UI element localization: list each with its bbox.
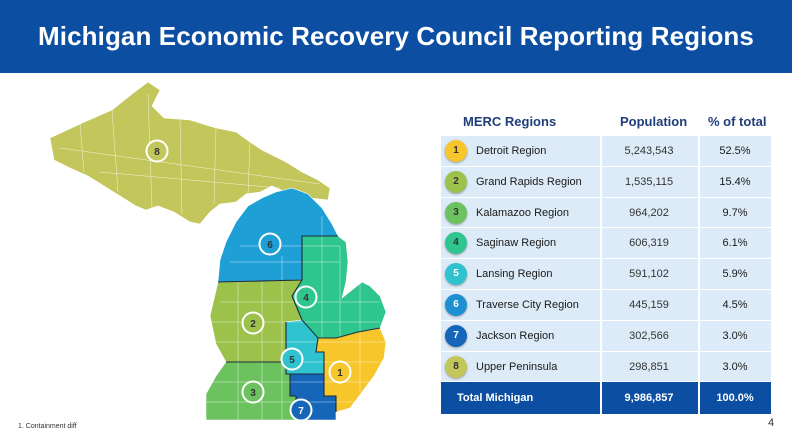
map-marker-6: 6 (258, 232, 282, 256)
map-marker-5: 5 (280, 347, 304, 371)
region-name: Grand Rapids Region (476, 175, 582, 188)
region-population: 1,535,115 (624, 175, 674, 188)
table-row: 3 Kalamazoo Region 964,202 9.7% (441, 197, 771, 229)
footnote: 1. Containment diff (18, 423, 77, 430)
table-row: 2 Grand Rapids Region 1,535,115 15.4% (441, 166, 771, 198)
region-name: Upper Peninsula (476, 360, 558, 373)
region-name: Lansing Region (476, 268, 553, 281)
total-label: Total Michigan (457, 392, 534, 405)
table-row: 1 Detroit Region 5,243,543 52.5% (441, 136, 771, 167)
region-percent: 3.0% (722, 360, 748, 373)
total-population: 9,986,857 (624, 392, 674, 405)
region-number-badge: 4 (445, 232, 467, 255)
map-marker-4-label: 4 (303, 293, 309, 304)
region-percent: 52.5% (719, 145, 751, 157)
region-population: 591,102 (629, 268, 669, 281)
region-population: 606,319 (629, 237, 669, 250)
table-row: 6 Traverse City Region 445,159 4.5% (441, 289, 771, 321)
total-percent: 100.0% (716, 392, 754, 405)
region-name: Traverse City Region (476, 298, 579, 311)
region-population: 298,851 (629, 360, 669, 373)
regions-table: MERC Regions Population % of total 1 Detr… (441, 106, 771, 415)
region-population: 302,566 (629, 329, 669, 342)
map-marker-2: 2 (241, 311, 265, 335)
region-name: Kalamazoo Region (476, 206, 569, 219)
table-row: 8 Upper Peninsula 298,851 3.0% (441, 351, 771, 383)
region-percent: 5.9% (722, 268, 748, 281)
map-marker-1-label: 1 (337, 368, 343, 379)
map-marker-4: 4 (294, 285, 318, 309)
page-title: Michigan Economic Recovery Council Repor… (38, 21, 754, 51)
header-population: Population (620, 114, 688, 129)
map-marker-3: 3 (241, 380, 265, 404)
table-header: MERC Regions Population % of total (441, 106, 771, 136)
region-number-badge: 2 (445, 170, 467, 193)
region-name: Saginaw Region (476, 237, 557, 250)
table-row: 4 Saginaw Region 606,319 6.1% (441, 228, 771, 260)
region-percent: 9.7% (722, 206, 748, 219)
region-number-badge: 6 (445, 293, 467, 316)
map-marker-6-label: 6 (267, 240, 273, 251)
michigan-region-map: 8 6 4 2 5 1 3 7 (49, 81, 387, 422)
region-number-badge: 7 (445, 324, 467, 347)
table-row: 7 Jackson Region 302,566 3.0% (441, 320, 771, 352)
total-row: Total Michigan 9,986,857 100.0% (441, 382, 771, 415)
region-name: Detroit Region (476, 145, 547, 157)
region-population: 964,202 (629, 206, 669, 219)
region-percent: 6.1% (722, 237, 748, 250)
header-regions: MERC Regions (463, 114, 557, 129)
map-marker-3-label: 3 (250, 388, 256, 399)
region-number-badge: 8 (445, 355, 467, 378)
map-marker-7-label: 7 (298, 406, 304, 417)
map-marker-5-label: 5 (289, 355, 295, 366)
map-marker-8: 8 (145, 139, 169, 163)
region-name: Jackson Region (476, 329, 555, 342)
page-number: 4 (768, 417, 775, 429)
region-population: 5,243,543 (624, 145, 674, 157)
region-percent: 15.4% (719, 175, 751, 188)
map-marker-2-label: 2 (250, 319, 256, 330)
header-percent: % of total (708, 114, 767, 129)
title-banner: Michigan Economic Recovery Council Repor… (0, 0, 792, 73)
region-population: 445,159 (629, 298, 669, 311)
region-number-badge: 3 (445, 201, 467, 224)
region-number-badge: 5 (445, 263, 467, 286)
region-number-badge: 1 (445, 140, 467, 162)
region-percent: 3.0% (722, 329, 748, 342)
table-row: 5 Lansing Region 591,102 5.9% (441, 259, 771, 290)
region-percent: 4.5% (722, 298, 748, 311)
map-marker-8-label: 8 (154, 147, 160, 158)
map-marker-7: 7 (289, 398, 313, 422)
table-body: 1 Detroit Region 5,243,543 52.5% 2 Grand Rapi… (441, 136, 771, 383)
map-marker-1: 1 (328, 360, 352, 384)
